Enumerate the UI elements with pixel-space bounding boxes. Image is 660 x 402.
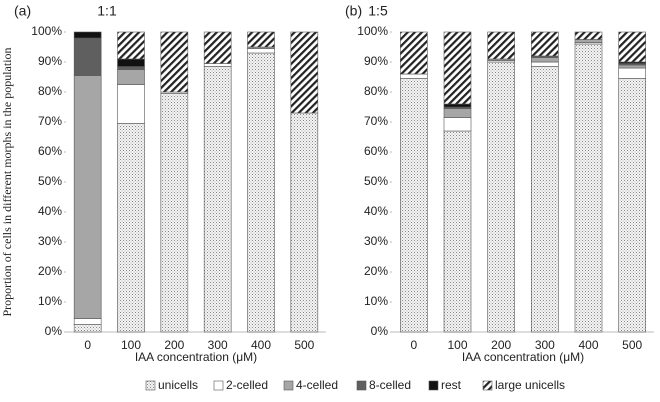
bar-segment (117, 31, 145, 60)
y-tick-label: 10% (38, 294, 62, 308)
bar-segment (443, 103, 472, 108)
y-tick-label: 100% (31, 24, 62, 38)
bar-segment (531, 31, 559, 57)
y-tick-label: 20% (38, 264, 62, 278)
legend-label: 4-celled (296, 378, 338, 392)
bar-segment (117, 69, 145, 85)
bar-segment (73, 37, 102, 76)
x-axis-title: IAA concentration (μM) (462, 350, 584, 364)
bar-segment (487, 31, 515, 60)
bar-segment (73, 31, 102, 39)
x-tick-label: 100 (447, 338, 467, 352)
bar-segment (618, 31, 646, 63)
y-tick-label: 50% (364, 174, 388, 188)
bar-segment (618, 67, 646, 79)
bar-segment (247, 48, 275, 54)
y-tick-label: 0% (371, 324, 389, 338)
bar-segment (203, 63, 232, 67)
bar-segment (400, 78, 428, 333)
y-tick-label: 90% (364, 54, 388, 68)
legend-swatch (428, 380, 439, 391)
y-tick-label: 10% (364, 294, 388, 308)
legend-label: 8-celled (369, 378, 411, 392)
bar-segment (247, 31, 275, 48)
bar-segment (618, 78, 646, 333)
chart-title: 1:5 (368, 3, 388, 19)
bar-segment (290, 112, 319, 333)
x-tick-label: 300 (535, 338, 555, 352)
legend-swatch (283, 380, 294, 391)
x-tick-label: 500 (294, 338, 314, 352)
bar-segment (203, 66, 232, 333)
bar-segment (117, 84, 145, 124)
bar-segment (443, 130, 472, 333)
bar-segment (574, 39, 603, 43)
bar-segment (117, 66, 145, 70)
y-tick-label: 40% (38, 204, 62, 218)
bar-segment (290, 31, 319, 114)
bar-segment (400, 73, 428, 79)
y-tick-label: 60% (38, 144, 62, 158)
y-tick-label: 50% (38, 174, 62, 188)
bar-segment (531, 57, 559, 63)
y-tick-label: 20% (364, 264, 388, 278)
bar-segment (574, 31, 603, 40)
y-tick-label: 100% (357, 24, 388, 38)
y-tick-label: 80% (38, 84, 62, 98)
y-tick-label: 80% (364, 84, 388, 98)
y-tick-label: 70% (38, 114, 62, 128)
y-tick-label: 60% (364, 144, 388, 158)
bar-segment (574, 43, 603, 333)
bar-segment (73, 318, 102, 325)
legend-label: 2-celled (226, 378, 268, 392)
bar-segment (531, 61, 559, 67)
bar-segment (117, 123, 145, 333)
bar-segment (73, 75, 102, 319)
bar-segment (531, 66, 559, 333)
x-tick-label: 0 (84, 338, 91, 352)
bar-segment (160, 93, 189, 333)
x-tick-label: 100 (121, 338, 141, 352)
x-tick-label: 400 (578, 338, 598, 352)
y-tick-label: 30% (364, 234, 388, 248)
legend-swatch (356, 380, 367, 391)
x-tick-label: 200 (491, 338, 511, 352)
bar-segment (443, 117, 472, 132)
bar-segment (160, 31, 189, 93)
legend-label: large unicells (495, 378, 565, 392)
legend-swatch (213, 380, 224, 391)
bar-segment (618, 64, 646, 69)
bar-segment (73, 324, 102, 333)
x-tick-label: 0 (410, 338, 417, 352)
legend-label: unicells (158, 378, 198, 392)
legend-label: rest (441, 378, 462, 392)
y-tick-label: 90% (38, 54, 62, 68)
bar-segment (443, 31, 472, 105)
y-tick-label: 30% (38, 234, 62, 248)
panel-label: (a) (14, 3, 31, 19)
bar-segment (117, 58, 145, 67)
y-axis-title: Proportion of cells in different morphs … (0, 47, 14, 316)
chart-title: 1:1 (97, 3, 117, 19)
legend-swatch (145, 380, 156, 391)
bar-segment (203, 31, 232, 64)
legend-swatch (482, 380, 493, 391)
bar-segment (247, 52, 275, 333)
x-tick-label: 500 (622, 338, 642, 352)
bar-segment (443, 108, 472, 118)
y-tick-label: 70% (364, 114, 388, 128)
x-tick-label: 300 (208, 338, 228, 352)
y-tick-label: 0% (45, 324, 63, 338)
bar-segment (487, 61, 515, 333)
y-tick-label: 40% (364, 204, 388, 218)
bar-segment (400, 31, 428, 75)
x-tick-label: 200 (164, 338, 184, 352)
panel-label: (b) (345, 3, 362, 19)
x-axis-title: IAA concentration (μM) (135, 350, 257, 364)
x-tick-label: 400 (251, 338, 271, 352)
